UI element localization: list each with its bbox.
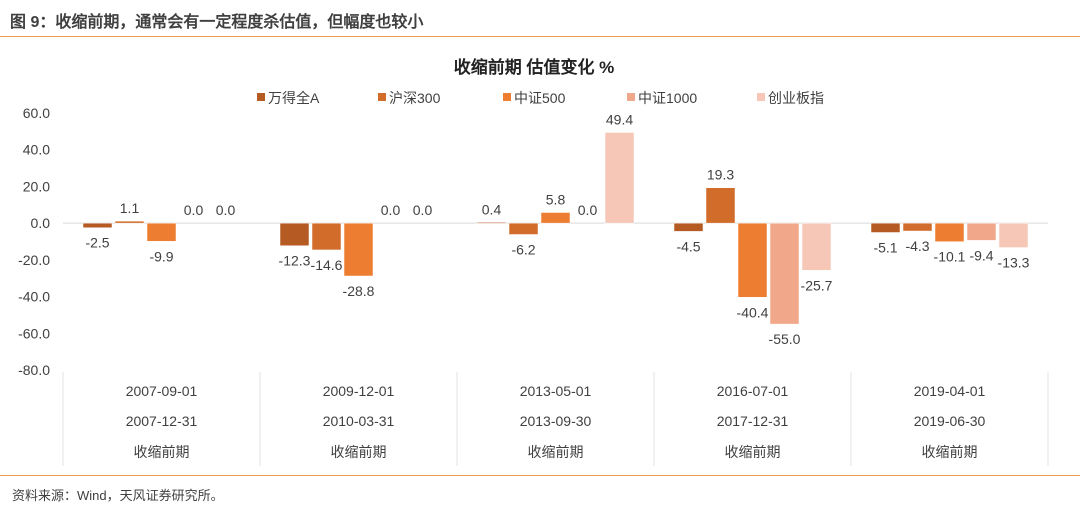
bar <box>476 222 507 224</box>
data-label: -12.3 <box>279 253 311 269</box>
y-tick-label: 40.0 <box>23 142 50 158</box>
top-rule <box>0 36 1080 37</box>
category-start-date: 2013-05-01 <box>520 383 592 399</box>
bar <box>82 222 113 228</box>
bar <box>934 222 965 242</box>
legend-swatch <box>627 93 635 101</box>
bars <box>82 132 1029 325</box>
legend-swatch <box>503 93 511 101</box>
data-label: -9.4 <box>969 247 993 263</box>
legend-swatch <box>378 93 386 101</box>
data-labels: -2.5 1.1 -9.9 0.0 0.0 -12.3 -14.6-28.8 0.0 0.0 0.… <box>85 111 1029 347</box>
y-tick-label: 0.0 <box>31 215 51 231</box>
data-label: -28.8 <box>343 283 375 299</box>
data-label: -6.2 <box>511 242 535 258</box>
category-start-date: 2007-09-01 <box>126 383 198 399</box>
data-label: -25.7 <box>801 277 833 293</box>
bar <box>737 222 768 298</box>
bar <box>769 222 800 325</box>
legend-swatch <box>757 93 765 101</box>
data-label: 0.0 <box>578 202 598 218</box>
bar <box>870 222 901 233</box>
bar <box>343 222 374 277</box>
y-tick-label: -20.0 <box>18 252 50 268</box>
bar <box>604 132 635 224</box>
category-end-date: 2007-12-31 <box>126 413 198 429</box>
data-label: -4.3 <box>905 238 929 254</box>
bar <box>966 222 997 241</box>
bottom-rule <box>0 475 1080 476</box>
category-end-date: 2013-09-30 <box>520 413 592 429</box>
bar <box>801 222 832 271</box>
data-label: -9.9 <box>149 248 173 264</box>
bar-chart: 收缩前期 估值变化 % 万得全A 沪深300 中证500 中证1000 创业板指 60.… <box>18 57 1049 466</box>
data-label: -5.1 <box>873 240 897 256</box>
category-end-date: 2017-12-31 <box>717 413 789 429</box>
data-label: -2.5 <box>85 235 109 251</box>
bar <box>114 220 145 224</box>
y-tick-label: 60.0 <box>23 105 50 121</box>
figure-title: 图 9：收缩前期，通常会有一定程度杀估值，但幅度也较小 <box>10 14 424 31</box>
legend-label: 创业板指 <box>768 90 824 106</box>
category-start-date: 2016-07-01 <box>717 383 789 399</box>
legend-label: 中证500 <box>514 90 566 106</box>
data-label: 49.4 <box>606 111 633 127</box>
category-phase-label: 收缩前期 <box>725 444 781 460</box>
data-label: 0.4 <box>482 201 502 217</box>
data-label: 0.0 <box>216 202 236 218</box>
category-phase-label: 收缩前期 <box>331 444 387 460</box>
bar <box>311 222 342 251</box>
y-tick-label: 20.0 <box>23 178 50 194</box>
source-note: 资料来源：Wind，天风证券研究所。 <box>12 488 224 503</box>
x-axis: 2007-09-01 2007-12-31 收缩前期 2009-12-01 2010-0… <box>62 372 1049 466</box>
bar <box>540 212 571 224</box>
legend-label: 万得全A <box>268 90 320 106</box>
bar <box>902 222 933 232</box>
category-phase-label: 收缩前期 <box>528 444 584 460</box>
y-tick-label: -60.0 <box>18 325 50 341</box>
data-label: 1.1 <box>120 200 140 216</box>
y-tick-label: -40.0 <box>18 289 50 305</box>
data-label: -40.4 <box>737 304 769 320</box>
data-label: 19.3 <box>707 167 734 183</box>
data-label: -55.0 <box>769 331 801 347</box>
data-label: -13.3 <box>998 255 1030 271</box>
data-label: 5.8 <box>546 191 566 207</box>
legend-label: 沪深300 <box>389 90 441 106</box>
data-label: 0.0 <box>184 202 204 218</box>
data-label: -4.5 <box>676 238 700 254</box>
data-label: -14.6 <box>311 257 343 273</box>
legend: 万得全A 沪深300 中证500 中证1000 创业板指 <box>257 90 824 106</box>
bar <box>705 187 736 224</box>
data-label: 0.0 <box>413 202 433 218</box>
category-start-date: 2019-04-01 <box>914 383 986 399</box>
category-start-date: 2009-12-01 <box>323 383 395 399</box>
category-end-date: 2019-06-30 <box>914 413 986 429</box>
category-end-date: 2010-03-31 <box>323 413 395 429</box>
data-label: -10.1 <box>934 249 966 265</box>
category-phase-label: 收缩前期 <box>134 444 190 460</box>
bar <box>998 222 1029 248</box>
legend-label: 中证1000 <box>638 90 697 106</box>
data-label: 0.0 <box>381 202 401 218</box>
bar <box>508 222 539 235</box>
bar <box>279 222 310 246</box>
legend-swatch <box>257 93 265 101</box>
chart-title: 收缩前期 估值变化 % <box>454 57 615 77</box>
y-tick-label: -80.0 <box>18 362 50 378</box>
bar <box>146 222 177 242</box>
bar <box>673 222 704 232</box>
category-phase-label: 收缩前期 <box>922 444 978 460</box>
